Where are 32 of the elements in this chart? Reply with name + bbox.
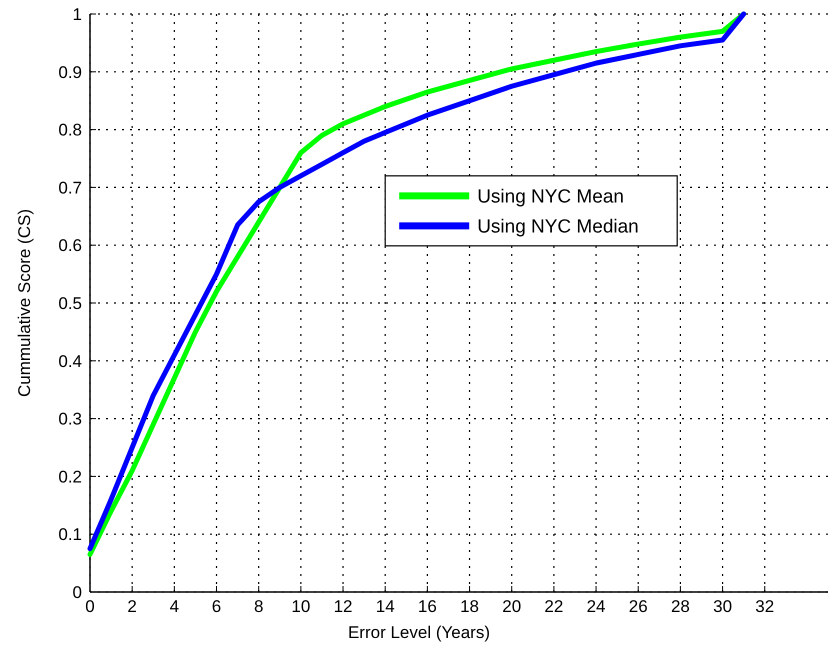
x-tick-label: 28 <box>670 597 690 616</box>
y-tick-label: 0.9 <box>58 62 82 82</box>
x-tick-label: 22 <box>544 597 564 616</box>
x-tick-label: 2 <box>127 597 137 616</box>
x-axis-title: Error Level (Years) <box>348 623 490 642</box>
y-tick-label: 0.1 <box>58 525 82 544</box>
x-tick-label: 0 <box>85 597 95 616</box>
x-tick-label: 16 <box>418 597 437 616</box>
y-tick-label: 0.5 <box>58 294 82 313</box>
y-tick-label: 0.8 <box>58 120 82 140</box>
x-tick-label: 18 <box>460 597 480 616</box>
legend-label: Using NYC Mean <box>477 186 624 208</box>
y-tick-label: 1 <box>72 4 82 24</box>
y-axis-title: Cummulative Score (CS) <box>15 209 34 397</box>
x-tick-label: 6 <box>212 597 222 616</box>
y-tick-label: 0.7 <box>58 178 82 198</box>
x-tick-label: 26 <box>628 597 648 616</box>
x-tick-label: 12 <box>334 597 352 616</box>
x-tick-label: 30 <box>713 597 732 616</box>
x-tick-label: 20 <box>502 597 522 616</box>
legend-label: Using NYC Median <box>477 216 639 238</box>
x-tick-label: 14 <box>376 597 395 616</box>
y-tick-label: 0 <box>72 582 82 602</box>
y-tick-label: 0.4 <box>58 352 82 371</box>
x-tick-label: 10 <box>291 597 310 616</box>
y-tick-label: 0.6 <box>58 236 82 256</box>
y-tick-label: 0.3 <box>58 410 82 429</box>
y-tick-label: 0.2 <box>58 467 82 486</box>
x-tick-label: 32 <box>755 597 774 616</box>
x-tick-label: 8 <box>254 597 264 616</box>
x-tick-label: 4 <box>170 597 180 616</box>
x-tick-label: 24 <box>586 597 606 616</box>
